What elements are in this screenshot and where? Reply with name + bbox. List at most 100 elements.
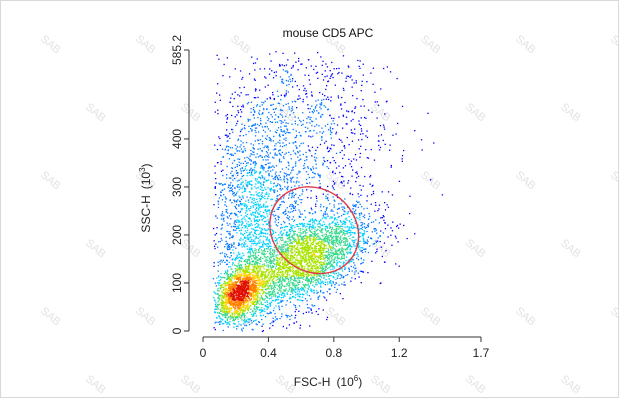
scatter-point (260, 241, 262, 244)
scatter-point (335, 223, 337, 226)
scatter-point (359, 60, 361, 62)
scatter-point (308, 285, 310, 287)
scatter-point (344, 267, 347, 269)
scatter-point (298, 279, 300, 281)
scatter-point (225, 198, 227, 200)
scatter-point (238, 205, 240, 207)
scatter-point (327, 123, 329, 126)
scatter-point (298, 216, 301, 218)
scatter-point (269, 130, 271, 132)
scatter-point (303, 223, 306, 225)
scatter-point (253, 229, 256, 231)
scatter-point (243, 169, 245, 171)
scatter-point (319, 226, 321, 229)
scatter-point (351, 259, 353, 261)
scatter-point (311, 228, 313, 230)
scatter-point (257, 96, 259, 99)
scatter-point (346, 256, 348, 258)
scatter-point (340, 175, 343, 178)
scatter-point (279, 248, 281, 251)
scatter-point (259, 206, 261, 209)
scatter-point (214, 300, 216, 302)
scatter-point (263, 243, 266, 245)
scatter-point (254, 204, 256, 206)
scatter-point (236, 255, 238, 258)
scatter-point (249, 248, 251, 250)
scatter-point (316, 251, 319, 254)
scatter-point (268, 298, 271, 300)
scatter-point (243, 225, 245, 227)
scatter-point (258, 192, 260, 194)
scatter-point (289, 301, 292, 303)
scatter-point (239, 202, 242, 205)
scatter-point (357, 59, 359, 62)
scatter-point (330, 75, 332, 77)
scatter-point (394, 235, 397, 237)
scatter-point (335, 237, 337, 240)
scatter-point (345, 230, 347, 232)
scatter-point (301, 199, 303, 201)
scatter-point (287, 274, 289, 276)
scatter-point (325, 229, 327, 232)
scatter-point (321, 267, 324, 269)
scatter-point (234, 226, 236, 228)
scatter-point (254, 308, 256, 311)
scatter-point (371, 185, 373, 187)
scatter-point (362, 233, 364, 235)
scatter-point (324, 267, 326, 269)
scatter-point (320, 263, 322, 266)
scatter-point (285, 241, 287, 243)
scatter-point (232, 319, 234, 322)
scatter-point (348, 228, 350, 230)
scatter-point (269, 188, 271, 190)
scatter-point (268, 268, 270, 271)
scatter-point (294, 230, 296, 232)
scatter-point (363, 223, 365, 225)
scatter-point (220, 214, 222, 216)
scatter-point (309, 150, 311, 152)
scatter-point (314, 279, 316, 282)
scatter-point (360, 247, 362, 249)
scatter-point (309, 130, 312, 132)
scatter-point (314, 173, 316, 175)
scatter-point (259, 182, 262, 184)
scatter-point (270, 166, 272, 168)
scatter-point (361, 226, 364, 228)
scatter-point (317, 242, 320, 244)
scatter-point (312, 168, 315, 170)
scatter-point (269, 137, 272, 140)
scatter-point (306, 225, 308, 227)
scatter-point (317, 274, 319, 276)
scatter-point (237, 94, 239, 96)
scatter-point (319, 291, 322, 293)
scatter-point (264, 195, 266, 197)
scatter-point (279, 272, 281, 274)
scatter-point (265, 201, 267, 203)
scatter-point (267, 149, 270, 151)
scatter-point (316, 266, 318, 268)
scatter-point (316, 238, 318, 241)
scatter-point (300, 289, 303, 291)
scatter-point (294, 80, 296, 83)
scatter-point (342, 254, 344, 256)
scatter-point (338, 284, 340, 286)
scatter-point (258, 300, 260, 302)
scatter-point (245, 206, 248, 208)
scatter-point (275, 268, 277, 271)
scatter-point (262, 330, 264, 332)
scatter-point (352, 204, 354, 206)
scatter-point (251, 264, 253, 266)
scatter-point (277, 262, 279, 264)
scatter-point (252, 62, 255, 65)
scatter-point (292, 150, 294, 152)
scatter-point (226, 271, 229, 273)
scatter-point (344, 147, 346, 149)
scatter-point (237, 199, 239, 201)
scatter-point (254, 242, 256, 244)
scatter-point (347, 245, 350, 247)
scatter-point (322, 238, 324, 241)
scatter-point (302, 287, 304, 289)
scatter-point (239, 270, 241, 272)
scatter-point (269, 121, 271, 123)
scatter-point (339, 237, 341, 239)
